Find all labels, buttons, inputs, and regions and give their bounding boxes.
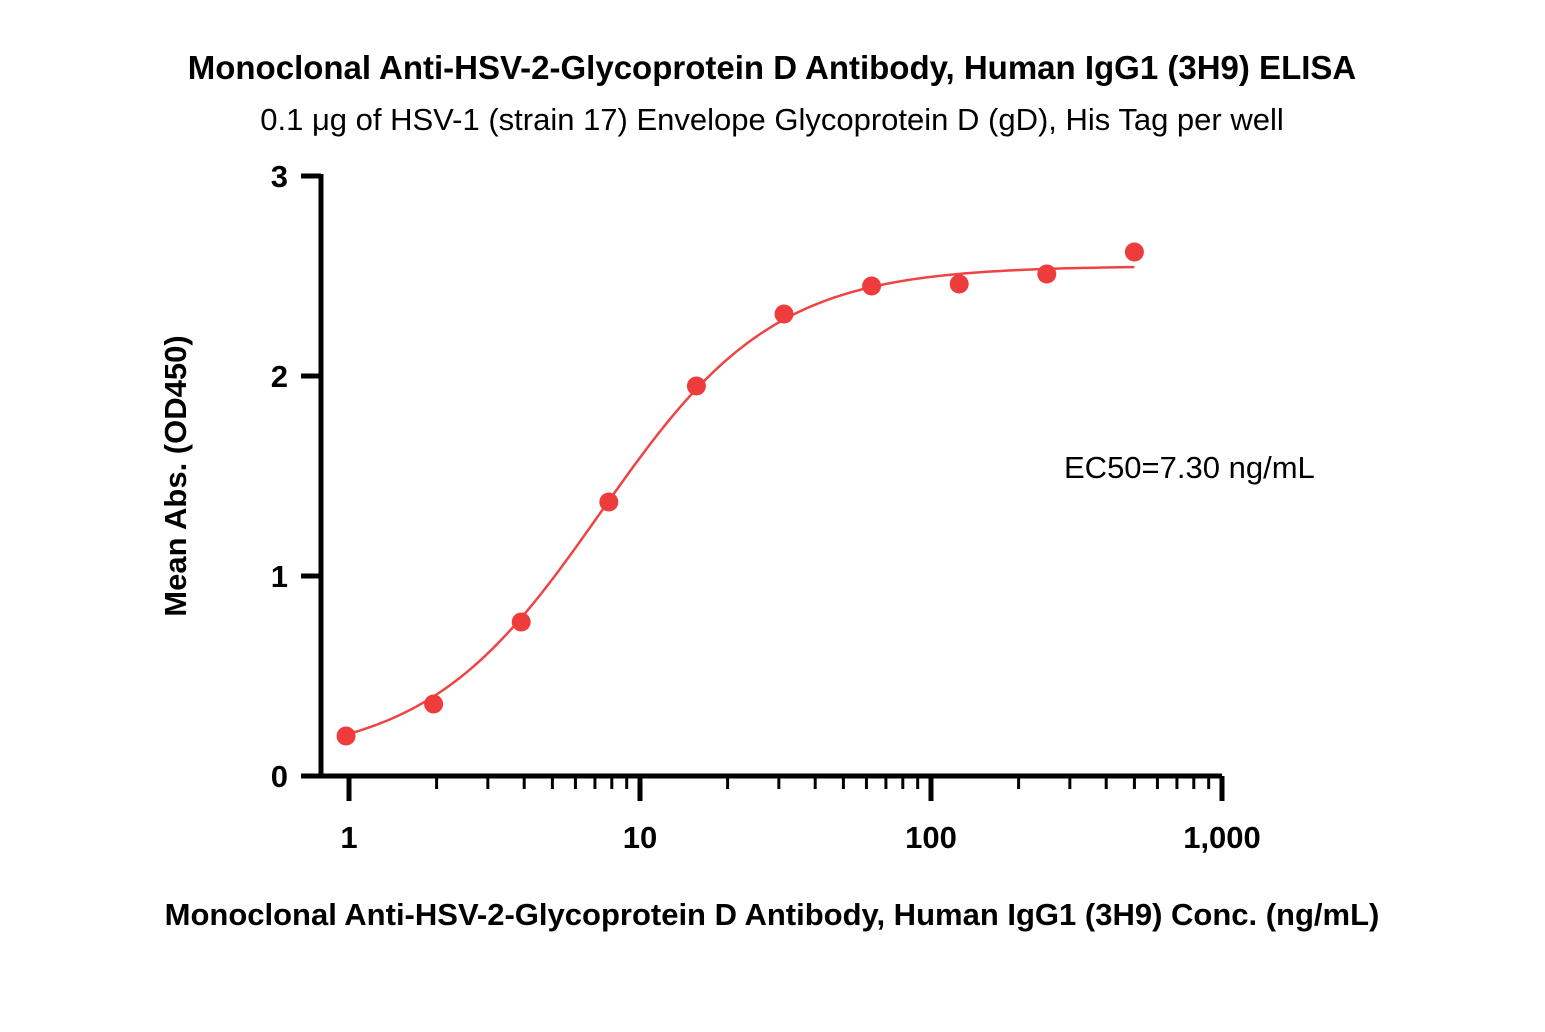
y-tick-label-3: 3 xyxy=(271,159,288,194)
fit-curve xyxy=(345,265,1135,736)
chart-title: Monoclonal Anti-HSV-2-Glycoprotein D Ant… xyxy=(188,49,1357,86)
data-point-1 xyxy=(336,726,356,746)
x-ticks: 1 10 100 1,000 xyxy=(340,776,1261,855)
axes xyxy=(318,174,1222,779)
data-point-7 xyxy=(862,276,882,296)
y-axis-label: Mean Abs. (OD450) xyxy=(158,335,193,616)
y-tick-label-0: 0 xyxy=(271,759,288,794)
y-tick-label-1: 1 xyxy=(271,559,288,594)
chart-subtitle: 0.1 μg of HSV-1 (strain 17) Envelope Gly… xyxy=(260,102,1284,137)
y-tick-label-2: 2 xyxy=(271,359,288,394)
ec50-annotation: EC50=7.30 ng/mL xyxy=(1064,450,1315,485)
x-tick-label-10: 10 xyxy=(623,820,657,855)
x-axis-label: Monoclonal Anti-HSV-2-Glycoprotein D Ant… xyxy=(165,897,1380,932)
data-point-3 xyxy=(511,612,531,632)
data-point-9 xyxy=(1037,264,1057,284)
data-point-6 xyxy=(774,304,794,324)
y-ticks: 0 1 2 3 xyxy=(271,159,321,794)
data-point-10 xyxy=(1124,242,1144,262)
x-tick-label-1,000: 1,000 xyxy=(1183,820,1261,855)
x-tick-label-1: 1 xyxy=(340,820,357,855)
data-points xyxy=(336,242,1144,746)
data-point-8 xyxy=(949,274,969,294)
data-point-2 xyxy=(424,694,444,714)
x-tick-label-100: 100 xyxy=(905,820,957,855)
data-point-4 xyxy=(599,492,619,512)
data-point-5 xyxy=(686,376,706,396)
